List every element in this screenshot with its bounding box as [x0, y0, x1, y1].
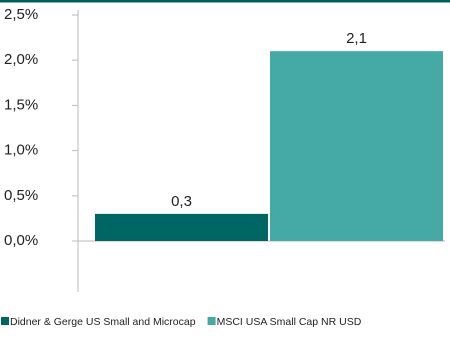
legend-label: Didner & Gerge US Small and Microcap [10, 316, 196, 328]
legend-swatch [207, 317, 216, 325]
bar [95, 213, 268, 241]
legend-label: MSCI USA Small Cap NR USD [217, 316, 362, 328]
top-border [0, 0, 450, 3]
y-tick-label: 0,0% [4, 232, 38, 249]
y-tick-label: 2,0% [4, 51, 38, 68]
y-tick-label: 1,0% [4, 142, 38, 159]
legend-swatch [1, 317, 9, 325]
data-label: 0,3 [171, 193, 192, 210]
y-tick-label: 2,5% [4, 6, 38, 23]
y-tick-label: 0,5% [4, 187, 38, 204]
data-label: 2,1 [346, 30, 367, 47]
bar [270, 51, 443, 241]
y-tick-label: 1,5% [4, 96, 38, 113]
